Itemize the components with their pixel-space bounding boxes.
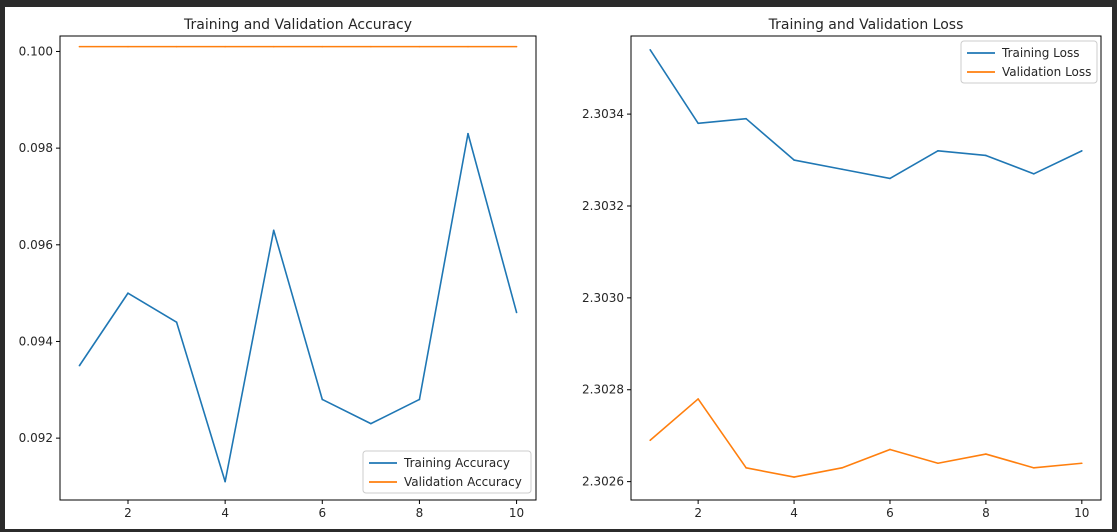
- data-point: [1081, 462, 1083, 465]
- x-tick-label: 6: [886, 506, 894, 520]
- charts-canvas: Training and Validation Accuracy 2 4 6 8 10 0.…: [19, 17, 1102, 520]
- data-point: [841, 467, 843, 469]
- series-line-2: [649, 398, 1082, 478]
- legend-label: Validation Loss: [1002, 65, 1091, 79]
- data-point: [321, 398, 324, 401]
- x-tick-label: 8: [416, 506, 424, 520]
- x-tick-label: 4: [790, 506, 798, 520]
- data-point: [745, 117, 747, 120]
- data-point: [418, 45, 421, 48]
- data-point: [515, 311, 518, 314]
- data-point: [889, 177, 891, 180]
- axes-frame: [630, 35, 1102, 501]
- data-point: [937, 462, 939, 465]
- legend: Training Loss Validation Loss: [960, 40, 1098, 84]
- data-point: [1033, 467, 1035, 469]
- data-point: [985, 453, 987, 455]
- data-point: [1081, 150, 1083, 152]
- x-tick-label: 10: [1074, 506, 1089, 520]
- data-point: [127, 292, 129, 294]
- data-point: [321, 45, 324, 48]
- x-tick-label: 2: [124, 506, 132, 520]
- data-point: [745, 467, 747, 469]
- data-point: [175, 321, 178, 323]
- data-point: [224, 45, 226, 48]
- chart-title: Training and Validation Accuracy: [183, 17, 412, 33]
- legend: Training Accuracy Validation Accuracy: [362, 450, 532, 494]
- data-point: [793, 159, 795, 161]
- x-tick-label: 2: [694, 506, 702, 520]
- y-tick-label: 2.3034: [582, 107, 624, 121]
- data-point: [515, 45, 518, 48]
- data-point: [841, 168, 843, 171]
- figure: Training and Validation Accuracy 2 4 6 8 10 0.…: [5, 7, 1112, 529]
- data-point: [937, 150, 939, 152]
- y-tick-label: 0.098: [19, 141, 53, 155]
- chart-panel-2: Training and Validation Loss 2 4 6 8 10 2.3026…: [582, 17, 1102, 520]
- series-line-1: [78, 132, 518, 483]
- data-point: [985, 154, 987, 157]
- y-tick-label: 0.094: [19, 334, 53, 348]
- y-tick-label: 2.3030: [582, 291, 624, 305]
- data-point: [370, 422, 372, 425]
- data-point: [467, 45, 469, 48]
- x-tick-label: 8: [982, 506, 990, 520]
- x-tick-label: 10: [509, 506, 524, 520]
- data-point: [272, 45, 275, 48]
- data-point: [78, 364, 81, 367]
- legend-label: Validation Accuracy: [404, 475, 522, 489]
- data-point: [649, 439, 651, 442]
- chart-panel-1: Training and Validation Accuracy 2 4 6 8 10 0.…: [19, 17, 537, 520]
- legend-label: Training Accuracy: [403, 456, 510, 470]
- y-tick-label: 0.100: [19, 44, 53, 58]
- x-tick-label: 6: [318, 506, 326, 520]
- data-point: [78, 45, 81, 48]
- y-tick-label: 2.3026: [582, 475, 624, 489]
- data-point: [418, 398, 421, 401]
- data-point: [224, 480, 226, 483]
- data-point: [793, 476, 795, 478]
- data-point: [889, 448, 891, 451]
- data-point: [697, 122, 699, 125]
- legend-label: Training Loss: [1001, 46, 1079, 60]
- data-point: [175, 45, 178, 48]
- data-point: [1033, 173, 1035, 175]
- y-tick-label: 2.3032: [582, 199, 624, 213]
- legend-box: [362, 450, 532, 494]
- y-tick-label: 0.096: [19, 238, 53, 252]
- y-tick-label: 2.3028: [582, 383, 624, 397]
- data-point: [467, 132, 469, 135]
- chart-title: Training and Validation Loss: [768, 17, 964, 33]
- data-point: [272, 229, 275, 232]
- data-point: [127, 45, 129, 48]
- data-point: [649, 48, 651, 51]
- data-point: [370, 45, 372, 48]
- data-point: [697, 398, 699, 400]
- x-tick-label: 4: [221, 506, 229, 520]
- y-tick-label: 0.092: [19, 431, 53, 445]
- axes-frame: [59, 35, 537, 501]
- series-line-1: [649, 49, 1083, 180]
